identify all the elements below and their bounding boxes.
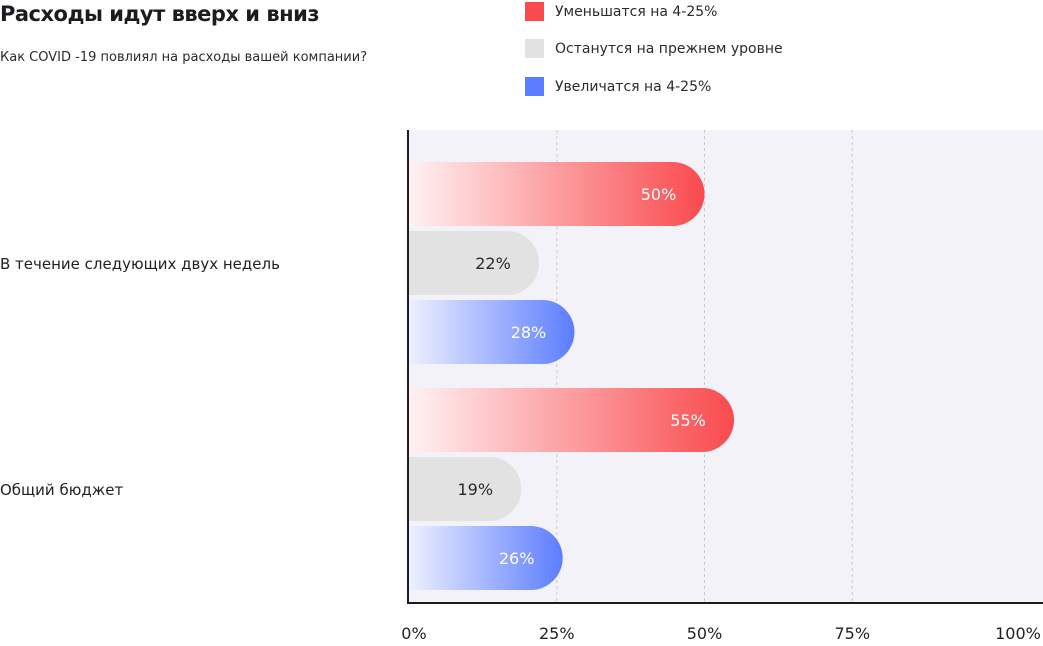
chart-subtitle: Как COVID -19 повлиял на расходы вашей к… <box>0 50 368 65</box>
legend-swatch-same <box>525 39 544 58</box>
bar-same-0 <box>409 231 540 295</box>
bar-label-increase-0: 28% <box>511 323 547 342</box>
x-tick-label: 0% <box>401 624 426 643</box>
bar-increase-0 <box>409 300 575 364</box>
bar-decrease-1 <box>409 388 735 452</box>
x-tick-label: 100% <box>995 624 1041 643</box>
bar-decrease-0 <box>409 162 705 226</box>
bar-label-same-1: 19% <box>458 480 494 499</box>
chart-title: Расходы идут вверх и вниз <box>0 2 320 26</box>
x-tick-labels: 0% 25% 50% 75% 100% <box>401 624 1041 643</box>
legend-item-increase: Увеличатся на 4-25% <box>525 77 711 96</box>
bar-label-same-0: 22% <box>475 254 511 273</box>
legend-swatch-decrease <box>525 2 544 21</box>
bar-label-increase-1: 26% <box>499 549 535 568</box>
legend-swatch-increase <box>525 77 544 96</box>
bar-label-decrease-1: 55% <box>670 411 706 430</box>
legend-item-decrease: Уменьшатся на 4-25% <box>525 2 717 21</box>
category-label-total-budget: Общий бюджет <box>0 481 124 499</box>
legend-label-increase: Увеличатся на 4-25% <box>555 78 712 95</box>
bar-label-decrease-0: 50% <box>641 185 677 204</box>
legend-item-same: Останутся на прежнем уровне <box>525 39 783 58</box>
legend-label-decrease: Уменьшатся на 4-25% <box>555 3 718 20</box>
x-tick-label: 75% <box>834 624 870 643</box>
legend-label-same: Останутся на прежнем уровне <box>555 40 783 57</box>
category-label-two-weeks: В течение следующих двух недель <box>0 255 280 273</box>
bar-same-1 <box>409 457 522 521</box>
bar-increase-1 <box>409 526 563 590</box>
x-tick-label: 25% <box>539 624 575 643</box>
bars: 50% 22% 28% 55% 19% 26% <box>409 162 735 590</box>
x-tick-label: 50% <box>687 624 723 643</box>
